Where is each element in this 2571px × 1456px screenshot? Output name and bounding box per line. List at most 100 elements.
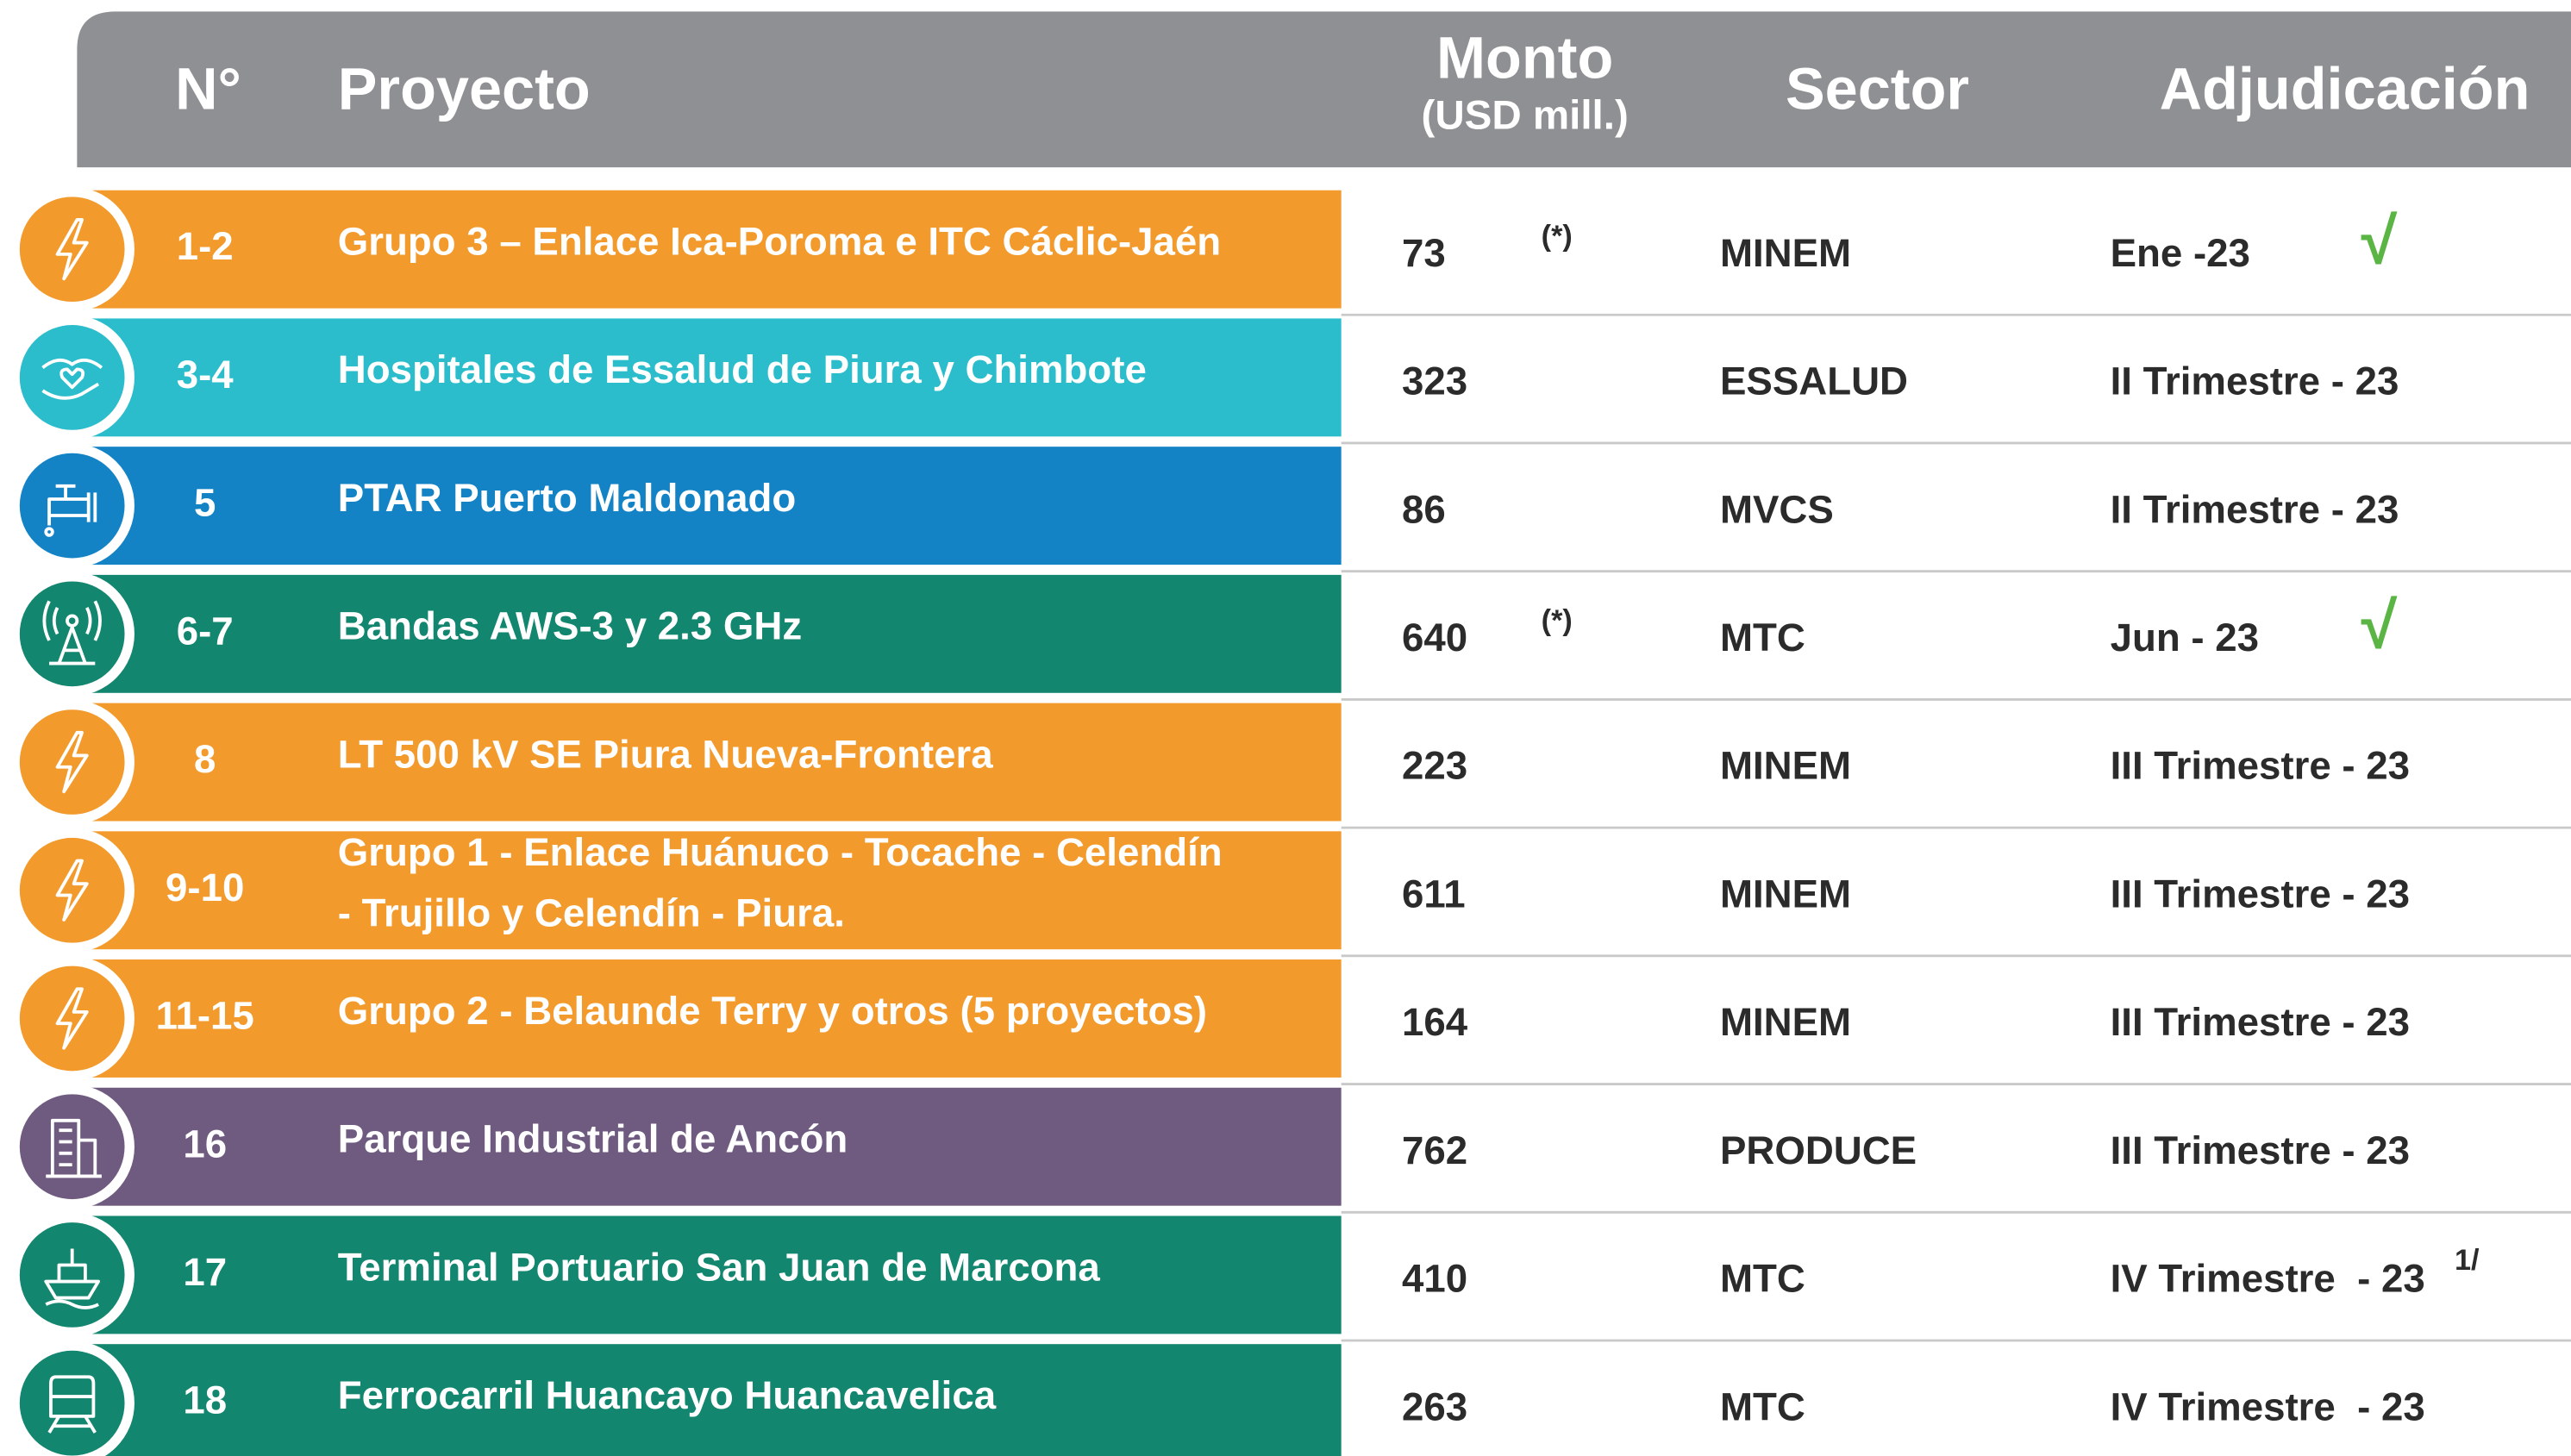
row-sector: PRODUCE <box>1720 1128 1917 1172</box>
row-band <box>78 959 1342 1078</box>
icon-shape <box>42 600 102 641</box>
row-sector: MTC <box>1720 616 1805 659</box>
icon-circle <box>19 197 125 303</box>
row-award: Ene -23 <box>2111 231 2250 275</box>
row-sector: MINEM <box>1720 231 1851 275</box>
row-note: (*) <box>1542 604 1573 637</box>
row-num: 16 <box>183 1122 227 1165</box>
row-amount: 410 <box>1402 1257 1467 1301</box>
row-project: PTAR Puerto Maldonado <box>338 476 796 520</box>
icon-bolt <box>55 218 89 281</box>
row-sector: ESSALUD <box>1720 359 1908 403</box>
row-band <box>78 190 1342 309</box>
icon-shape <box>66 614 79 628</box>
row-note: (*) <box>1542 220 1573 253</box>
icon-shape <box>55 730 89 794</box>
icon-shape <box>55 859 89 922</box>
icon-shape <box>55 987 89 1050</box>
row-sector: MTC <box>1720 1257 1805 1301</box>
row-sector: MTC <box>1720 1384 1805 1428</box>
row-num: 8 <box>194 737 216 781</box>
icon-shape <box>59 367 85 390</box>
row-sector: MVCS <box>1720 487 1834 531</box>
row-footnote: 1/ <box>2455 1244 2480 1277</box>
row-band <box>78 831 1342 950</box>
icon-shape <box>55 218 89 281</box>
row-band <box>78 318 1342 437</box>
icon-shape <box>46 1118 102 1178</box>
row-award: II Trimestre - 23 <box>2111 359 2399 403</box>
icon-shape <box>47 484 97 526</box>
icon-circle <box>19 965 125 1072</box>
row-num: 6-7 <box>177 609 234 653</box>
row-amount: 223 <box>1402 744 1467 788</box>
row-project: Ferrocarril Huancayo Huancavelica <box>338 1373 997 1417</box>
row-amount: 762 <box>1402 1128 1467 1172</box>
icon-circle <box>19 1222 125 1328</box>
row-band <box>78 1215 1342 1334</box>
icon-circle <box>19 1094 125 1200</box>
icon-circle <box>19 709 125 815</box>
row-amount: 640 <box>1402 616 1467 659</box>
row-project: Grupo 1 - Enlace Huánuco - Tocache - Cel… <box>338 830 1223 874</box>
row-sector: MINEM <box>1720 1000 1851 1044</box>
row-band <box>78 447 1342 566</box>
icon-shape <box>47 1375 97 1434</box>
icon-shape <box>44 527 54 537</box>
row-amount: 86 <box>1402 487 1446 531</box>
icon-shape <box>49 627 96 666</box>
icon-bolt <box>55 730 89 794</box>
header-sector: Sector <box>1786 56 1969 122</box>
icon-train <box>47 1375 97 1434</box>
icon-circle <box>19 1350 125 1456</box>
icon-tap <box>44 484 97 537</box>
row-project: Grupo 2 - Belaunde Terry y otros (5 proy… <box>338 989 1207 1033</box>
row-num: 9-10 <box>166 865 244 909</box>
row-award: Jun - 23 <box>2111 616 2259 659</box>
icon-shape <box>44 1248 101 1309</box>
row-project: LT 500 kV SE Piura Nueva-Frontera <box>338 732 993 776</box>
row-award: III Trimestre - 23 <box>2111 1000 2410 1044</box>
row-award: IV Trimestre - 23 <box>2111 1257 2425 1301</box>
icon-circle <box>19 581 125 687</box>
row-amount: 263 <box>1402 1384 1467 1428</box>
header-num: N° <box>175 56 241 122</box>
row-project: Grupo 3 – Enlace Ica-Poroma e ITC Cáclic… <box>338 220 1221 264</box>
header-bar <box>77 11 2571 168</box>
row-num: 18 <box>183 1378 227 1422</box>
header-project: Proyecto <box>338 56 591 122</box>
row-band <box>78 1344 1342 1456</box>
row-num: 17 <box>183 1250 227 1294</box>
row-award: III Trimestre - 23 <box>2111 744 2410 788</box>
icon-ship <box>44 1248 101 1309</box>
icon-tower <box>42 600 102 666</box>
row-band <box>78 1087 1342 1206</box>
header-amount: Monto <box>1436 24 1613 91</box>
row-num: 11-15 <box>156 994 254 1038</box>
row-award: IV Trimestre - 23 <box>2111 1384 2425 1428</box>
header-award: Adjudicación <box>2160 56 2530 122</box>
icon-shape <box>41 358 103 400</box>
row-award: II Trimestre - 23 <box>2111 487 2399 531</box>
row-amount: 323 <box>1402 359 1467 403</box>
row-num: 1-2 <box>177 224 234 268</box>
row-amount: 611 <box>1402 872 1466 915</box>
row-sector: MINEM <box>1720 744 1851 788</box>
row-amount: 73 <box>1402 231 1446 275</box>
icon-circle <box>19 453 125 559</box>
row-num: 5 <box>194 481 216 525</box>
row-award: III Trimestre - 23 <box>2111 1128 2410 1172</box>
icon-building <box>46 1118 102 1178</box>
icon-circle <box>19 325 125 430</box>
row-project: Hospitales de Essalud de Piura y Chimbot… <box>338 347 1147 391</box>
icon-bolt <box>55 987 89 1050</box>
row-check: √ <box>2361 204 2398 278</box>
row-project: Terminal Portuario San Juan de Marcona <box>338 1245 1101 1289</box>
row-check: √ <box>2361 590 2398 663</box>
row-amount: 164 <box>1402 1000 1468 1044</box>
icon-hands <box>41 358 103 400</box>
row-project: - Trujillo y Celendín - Piura. <box>338 890 845 934</box>
row-band <box>78 574 1342 693</box>
